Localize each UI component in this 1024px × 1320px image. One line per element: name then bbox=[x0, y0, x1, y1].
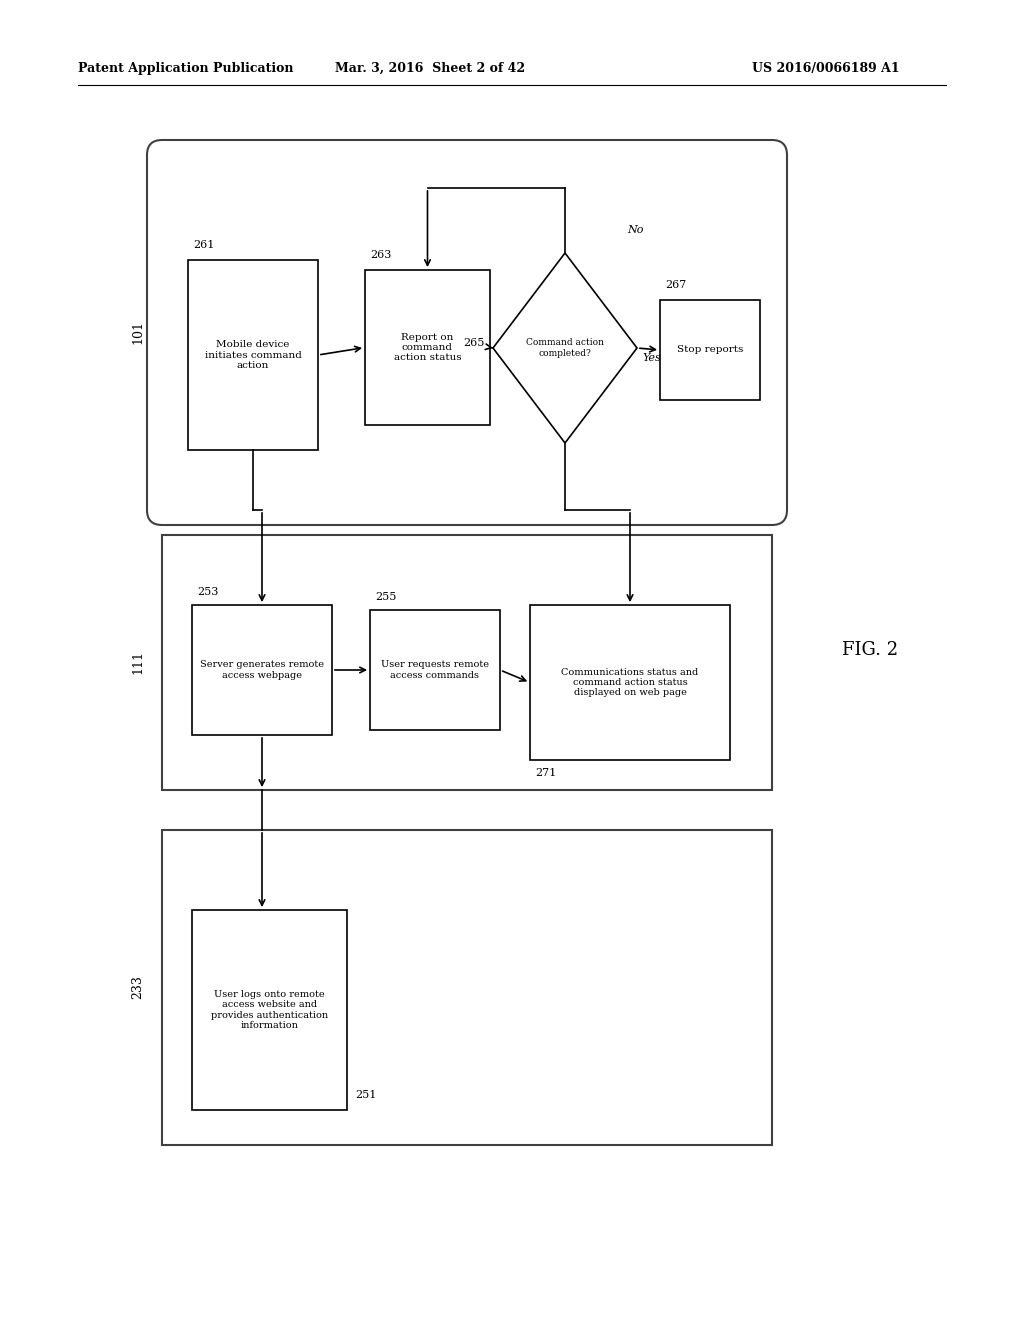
Text: 251: 251 bbox=[355, 1090, 377, 1100]
FancyBboxPatch shape bbox=[370, 610, 500, 730]
Text: User requests remote
access commands: User requests remote access commands bbox=[381, 660, 489, 680]
Text: 263: 263 bbox=[370, 249, 391, 260]
Text: Server generates remote
access webpage: Server generates remote access webpage bbox=[200, 660, 324, 680]
Text: 267: 267 bbox=[665, 280, 686, 290]
FancyBboxPatch shape bbox=[365, 271, 490, 425]
FancyBboxPatch shape bbox=[162, 830, 772, 1144]
Text: Yes: Yes bbox=[642, 352, 660, 363]
FancyBboxPatch shape bbox=[147, 140, 787, 525]
FancyBboxPatch shape bbox=[530, 605, 730, 760]
Text: Stop reports: Stop reports bbox=[677, 346, 743, 355]
Text: Communications status and
command action status
displayed on web page: Communications status and command action… bbox=[561, 668, 698, 697]
Text: 253: 253 bbox=[197, 587, 218, 597]
Text: User logs onto remote
access website and
provides authentication
information: User logs onto remote access website and… bbox=[211, 990, 328, 1030]
Text: Command action
completed?: Command action completed? bbox=[526, 338, 604, 358]
Text: Mobile device
initiates command
action: Mobile device initiates command action bbox=[205, 341, 301, 370]
Text: Patent Application Publication: Patent Application Publication bbox=[78, 62, 294, 75]
Text: US 2016/0066189 A1: US 2016/0066189 A1 bbox=[753, 62, 900, 75]
FancyBboxPatch shape bbox=[188, 260, 318, 450]
Polygon shape bbox=[493, 253, 637, 444]
Text: 255: 255 bbox=[375, 591, 396, 602]
Text: Report on
command
action status: Report on command action status bbox=[393, 333, 462, 363]
Text: No: No bbox=[627, 224, 643, 235]
Text: 233: 233 bbox=[131, 975, 144, 999]
FancyBboxPatch shape bbox=[193, 605, 332, 735]
FancyBboxPatch shape bbox=[162, 535, 772, 789]
Text: Mar. 3, 2016  Sheet 2 of 42: Mar. 3, 2016 Sheet 2 of 42 bbox=[335, 62, 525, 75]
Text: FIG. 2: FIG. 2 bbox=[842, 642, 898, 659]
Text: 101: 101 bbox=[131, 321, 144, 345]
Text: 265: 265 bbox=[464, 338, 485, 348]
FancyBboxPatch shape bbox=[660, 300, 760, 400]
Text: 111: 111 bbox=[131, 651, 144, 675]
Text: 261: 261 bbox=[193, 240, 214, 249]
Text: 271: 271 bbox=[535, 768, 556, 777]
FancyBboxPatch shape bbox=[193, 909, 347, 1110]
